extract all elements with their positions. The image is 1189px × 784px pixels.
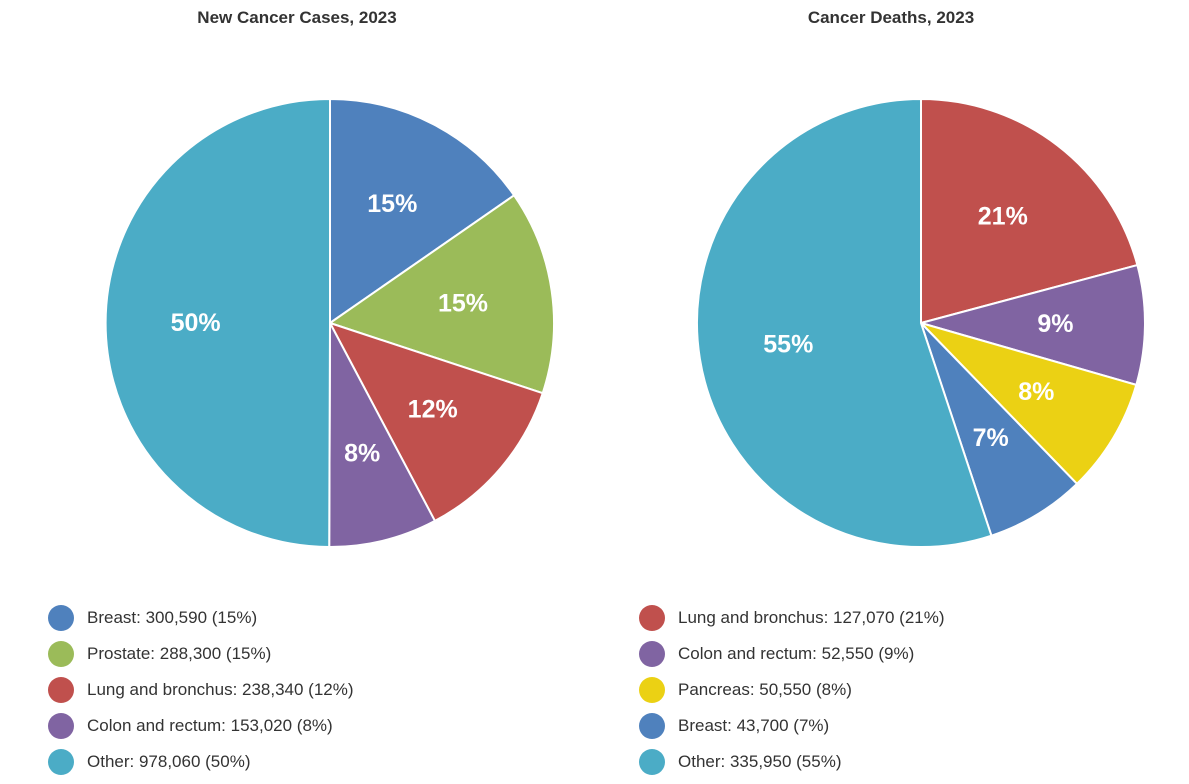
legend-label: Breast: 300,590 (15%) (87, 608, 258, 627)
pie-slice-colon-and-rectum[interactable] (328, 322, 436, 549)
pie-slice-label-prostate: 15% (438, 290, 488, 318)
legend-item-pancreas[interactable]: Pancreas: 50,550 (8%) (639, 672, 945, 708)
legend-label: Colon and rectum: 52,550 (9%) (678, 644, 915, 663)
legend-swatch (48, 713, 74, 739)
legend-item-colon-and-rectum[interactable]: Colon and rectum: 52,550 (9%) (639, 636, 945, 672)
legend-item-prostate[interactable]: Prostate: 288,300 (15%) (48, 636, 354, 672)
pie-slice-colon-and-rectum[interactable] (920, 264, 1146, 386)
legend-label: Prostate: 288,300 (15%) (87, 644, 272, 663)
pie-slice-other[interactable] (696, 98, 993, 548)
new-cases-legend: Breast: 300,590 (15%) Prostate: 288,300 (… (48, 600, 354, 780)
cancer-deaths-pie: 21% 9% 8% 7% 55% (696, 98, 1146, 548)
legend-label: Colon and rectum: 153,020 (8%) (87, 716, 333, 735)
pie-slice-label-lung-and-bronchus: 12% (408, 396, 458, 424)
legend-item-lung-and-bronchus[interactable]: Lung and bronchus: 127,070 (21%) (639, 600, 945, 636)
legend-label: Other: 335,950 (55%) (678, 752, 842, 771)
legend-swatch (639, 713, 665, 739)
pie-slice-pancreas[interactable] (920, 322, 1138, 485)
new-cases-pie: 15% 15% 12% 8% 50% (104, 97, 555, 549)
legend-label: Other: 978,060 (50%) (87, 752, 251, 771)
legend-item-breast[interactable]: Breast: 43,700 (7%) (639, 708, 945, 744)
pie-slice-prostate[interactable] (329, 194, 555, 395)
pie-slice-label-pancreas: 8% (1018, 378, 1054, 406)
legend-swatch (48, 605, 74, 631)
pie-slice-label-breast: 15% (367, 190, 417, 218)
legend-swatch (48, 641, 74, 667)
legend-label: Pancreas: 50,550 (8%) (678, 680, 852, 699)
legend-swatch (639, 605, 665, 631)
pie-slice-other[interactable] (104, 97, 331, 548)
legend-swatch (639, 749, 665, 775)
legend-item-lung-and-bronchus[interactable]: Lung and bronchus: 238,340 (12%) (48, 672, 354, 708)
legend-label: Lung and bronchus: 238,340 (12%) (87, 680, 354, 699)
legend-swatch (639, 641, 665, 667)
legend-item-other[interactable]: Other: 335,950 (55%) (639, 744, 945, 780)
legend-swatch (639, 677, 665, 703)
pie-slice-label-colon-and-rectum: 9% (1037, 310, 1073, 338)
chart-title: New Cancer Cases, 2023 (197, 8, 397, 27)
legend-label: Breast: 43,700 (7%) (678, 716, 830, 735)
legend-swatch (48, 677, 74, 703)
legend-item-other[interactable]: Other: 978,060 (50%) (48, 744, 354, 780)
chart-title: Cancer Deaths, 2023 (807, 8, 975, 27)
pie-slice-breast[interactable] (329, 98, 516, 324)
pie-slice-label-lung-and-bronchus: 21% (978, 202, 1028, 230)
pie-slice-label-other: 55% (763, 330, 813, 358)
pie-slice-label-breast: 7% (973, 424, 1009, 452)
pie-slice-label-other: 50% (171, 309, 221, 337)
legend-swatch (48, 749, 74, 775)
pie-slice-breast[interactable] (920, 322, 1078, 537)
pie-slice-lung-and-bronchus[interactable] (329, 322, 544, 522)
legend-item-colon-and-rectum[interactable]: Colon and rectum: 153,020 (8%) (48, 708, 354, 744)
pie-slice-label-colon-and-rectum: 8% (344, 440, 380, 468)
cancer-deaths-chart: Cancer Deaths, 2023 21% 9% 8% 7% 55% Lung an… (594, 0, 1188, 784)
new-cases-chart: New Cancer Cases, 2023 15% 15% 12% 8% 50% Br… (0, 0, 594, 784)
cancer-deaths-legend: Lung and bronchus: 127,070 (21%) Colon an… (639, 600, 945, 780)
pie-slice-lung-and-bronchus[interactable] (920, 98, 1139, 324)
legend-item-breast[interactable]: Breast: 300,590 (15%) (48, 600, 354, 636)
legend-label: Lung and bronchus: 127,070 (21%) (678, 608, 945, 627)
